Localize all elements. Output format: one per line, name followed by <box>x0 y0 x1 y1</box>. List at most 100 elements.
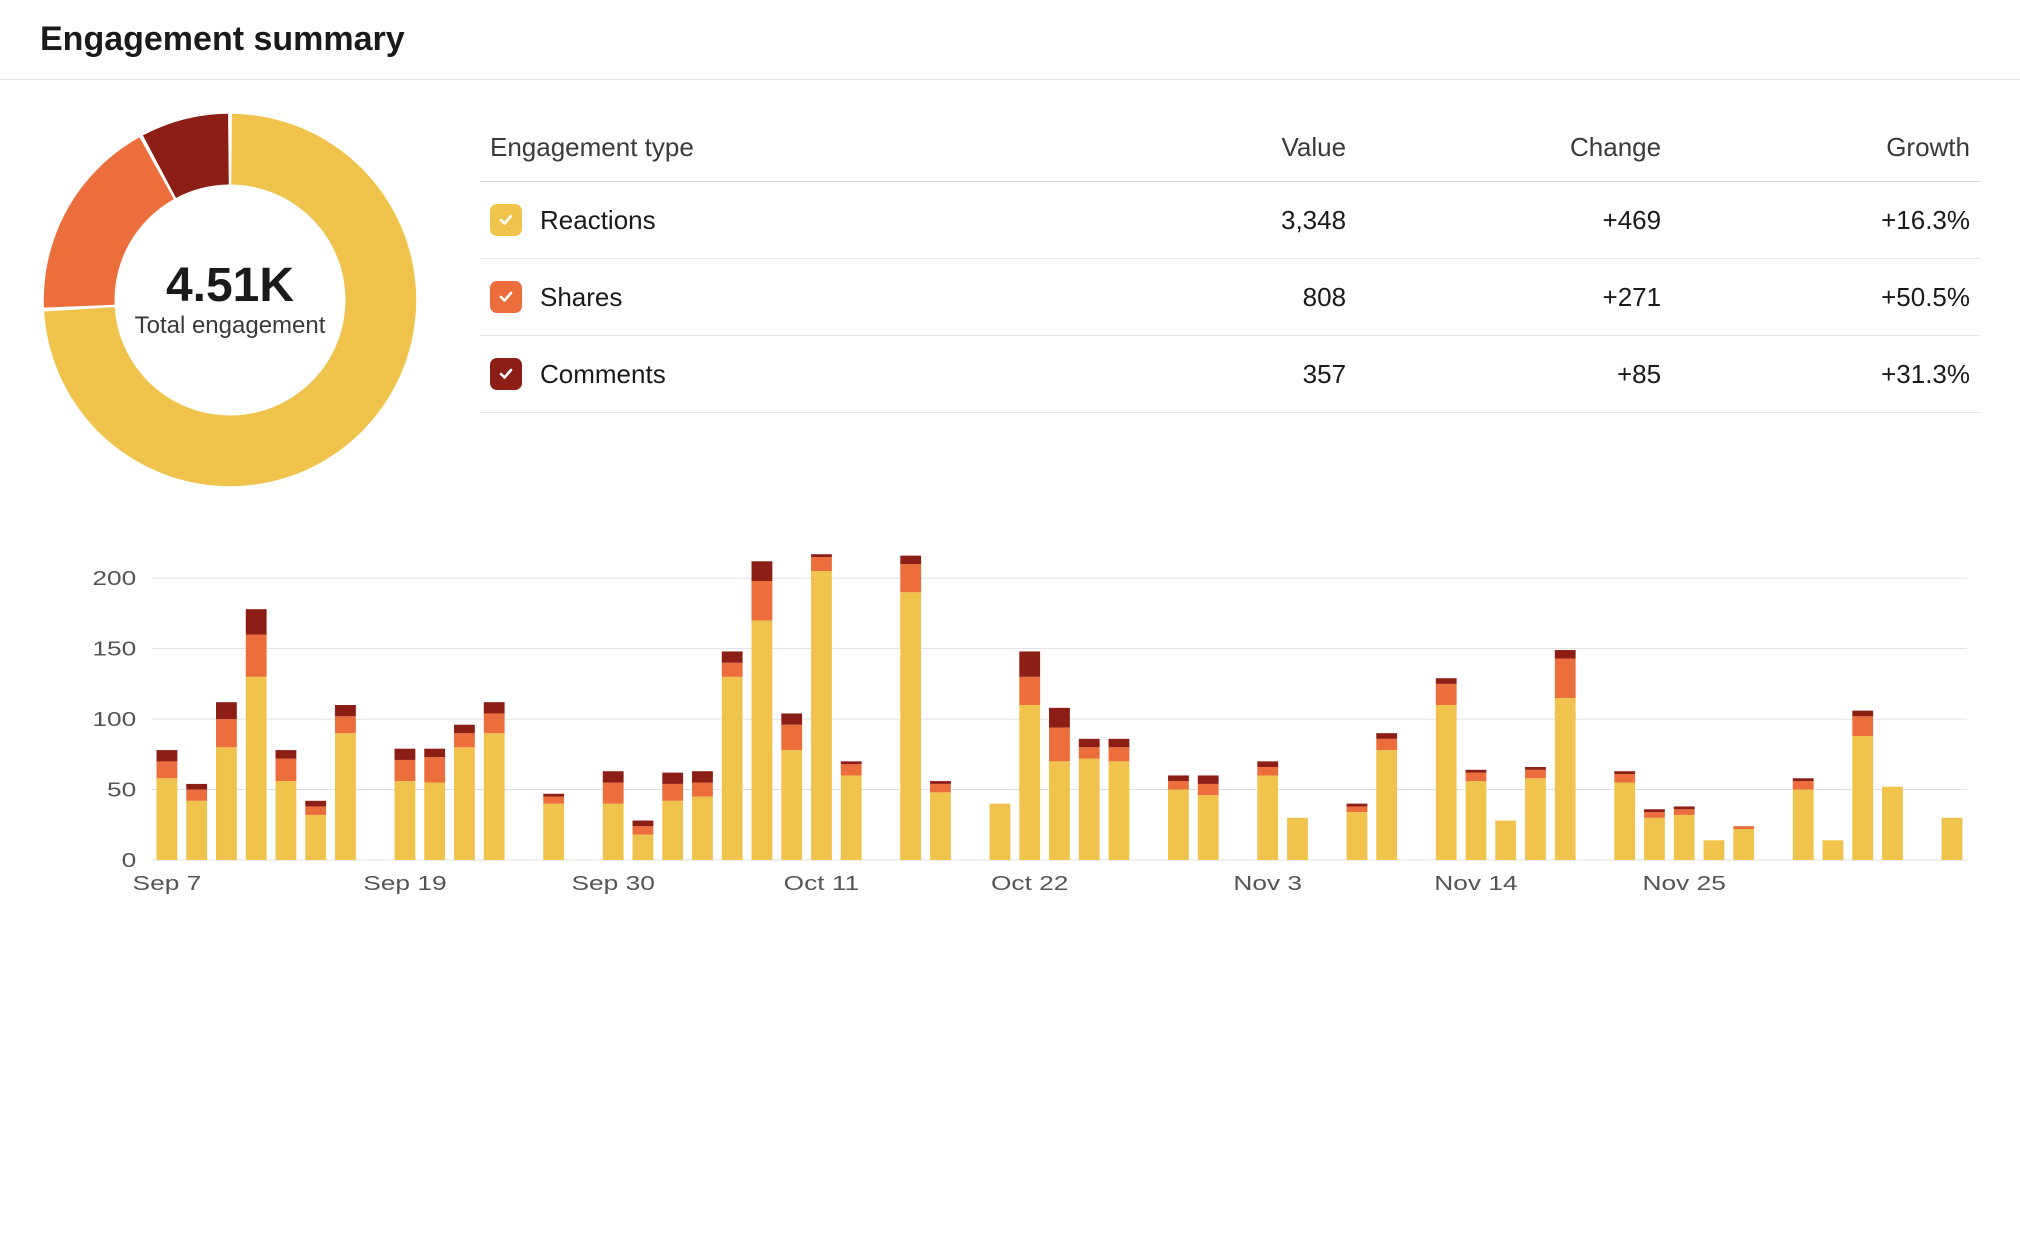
bar-reactions <box>1733 829 1754 860</box>
bar-shares <box>1525 770 1546 778</box>
bar-comments <box>603 771 624 782</box>
bar-shares <box>603 783 624 804</box>
bar-reactions <box>543 804 564 860</box>
bar-comments <box>1674 806 1695 809</box>
bar-reactions <box>1704 840 1725 860</box>
bar-comments <box>186 784 207 790</box>
bar-reactions <box>1644 818 1665 860</box>
cell-type: Comments <box>480 336 1115 413</box>
bar-comments <box>900 556 921 564</box>
cell-growth: +16.3% <box>1671 182 1980 259</box>
series-checkbox[interactable] <box>490 204 522 236</box>
bar-reactions <box>484 733 505 860</box>
col-growth: Growth <box>1671 118 1980 182</box>
bar-reactions <box>1347 812 1368 860</box>
series-label: Comments <box>540 359 666 390</box>
bar-shares <box>484 713 505 733</box>
bar-shares <box>1466 773 1487 781</box>
bar-reactions <box>1079 759 1100 860</box>
bar-comments <box>781 713 802 724</box>
bar-reactions <box>305 815 326 860</box>
cell-growth: +50.5% <box>1671 259 1980 336</box>
bar-reactions <box>424 783 445 861</box>
x-tick-label: Sep 7 <box>133 872 202 894</box>
bar-comments <box>692 771 713 782</box>
bar-reactions <box>1525 778 1546 860</box>
cell-type: Shares <box>480 259 1115 336</box>
bar-shares <box>1049 728 1070 762</box>
bar-shares <box>1376 739 1397 750</box>
bar-comments <box>930 781 951 784</box>
bar-reactions <box>900 592 921 860</box>
bar-comments <box>1525 767 1546 770</box>
bar-comments <box>335 705 356 716</box>
bar-shares <box>781 725 802 750</box>
bar-comments <box>662 773 683 784</box>
bar-shares <box>543 797 564 804</box>
bar-shares <box>930 784 951 792</box>
bar-shares <box>424 757 445 782</box>
bar-comments <box>1079 739 1100 747</box>
bar-comments <box>1168 775 1189 781</box>
bar-reactions <box>1674 815 1695 860</box>
bar-comments <box>1793 778 1814 781</box>
bar-comments <box>246 609 267 634</box>
bar-reactions <box>603 804 624 860</box>
bar-shares <box>1198 784 1219 795</box>
bar-comments <box>543 794 564 797</box>
series-checkbox[interactable] <box>490 358 522 390</box>
series-label: Shares <box>540 282 622 313</box>
x-tick-label: Oct 11 <box>784 872 860 894</box>
col-value: Value <box>1115 118 1356 182</box>
col-change: Change <box>1356 118 1671 182</box>
bar-comments <box>454 725 475 733</box>
bar-reactions <box>1555 698 1576 860</box>
bar-reactions <box>1287 818 1308 860</box>
bar-reactions <box>1257 775 1278 860</box>
bar-reactions <box>1168 790 1189 860</box>
bar-shares <box>276 759 297 782</box>
bar-reactions <box>395 781 416 860</box>
y-tick-label: 200 <box>92 567 136 589</box>
bar-reactions <box>1466 781 1487 860</box>
bar-shares <box>186 790 207 801</box>
bar-reactions <box>1198 795 1219 860</box>
timeline-chart-area: 050100150200Sep 7Sep 19Sep 30Oct 11Oct 2… <box>40 540 1980 900</box>
bar-shares <box>722 663 743 677</box>
bar-comments <box>1644 809 1665 812</box>
x-tick-label: Nov 3 <box>1233 872 1302 894</box>
bar-shares <box>1614 774 1635 782</box>
bar-comments <box>1019 651 1040 676</box>
bar-comments <box>157 750 178 761</box>
bar-comments <box>305 801 326 807</box>
bar-reactions <box>990 804 1011 860</box>
bar-shares <box>246 635 267 677</box>
cell-value: 3,348 <box>1115 182 1356 259</box>
summary-row: 4.51K Total engagement Engagement type V… <box>40 80 1980 490</box>
bar-reactions <box>276 781 297 860</box>
table-header-row: Engagement type Value Change Growth <box>480 118 1980 182</box>
bar-reactions <box>216 747 237 860</box>
bar-reactions <box>1109 761 1130 860</box>
bar-reactions <box>1882 787 1903 860</box>
cell-value: 357 <box>1115 336 1356 413</box>
bar-reactions <box>246 677 267 860</box>
bar-shares <box>692 783 713 797</box>
table-row: Comments357+85+31.3% <box>480 336 1980 413</box>
series-checkbox[interactable] <box>490 281 522 313</box>
x-tick-label: Oct 22 <box>991 872 1068 894</box>
bar-comments <box>633 821 654 827</box>
bar-reactions <box>1436 705 1457 860</box>
bar-reactions <box>752 620 773 860</box>
bar-reactions <box>662 801 683 860</box>
bar-shares <box>1019 677 1040 705</box>
bar-reactions <box>1942 818 1963 860</box>
cell-change: +469 <box>1356 182 1671 259</box>
cell-growth: +31.3% <box>1671 336 1980 413</box>
bar-comments <box>1466 770 1487 773</box>
bar-reactions <box>1495 821 1516 860</box>
bar-shares <box>841 764 862 775</box>
donut-svg <box>40 110 420 490</box>
bar-shares <box>1109 747 1130 761</box>
donut-chart: 4.51K Total engagement <box>40 110 420 490</box>
